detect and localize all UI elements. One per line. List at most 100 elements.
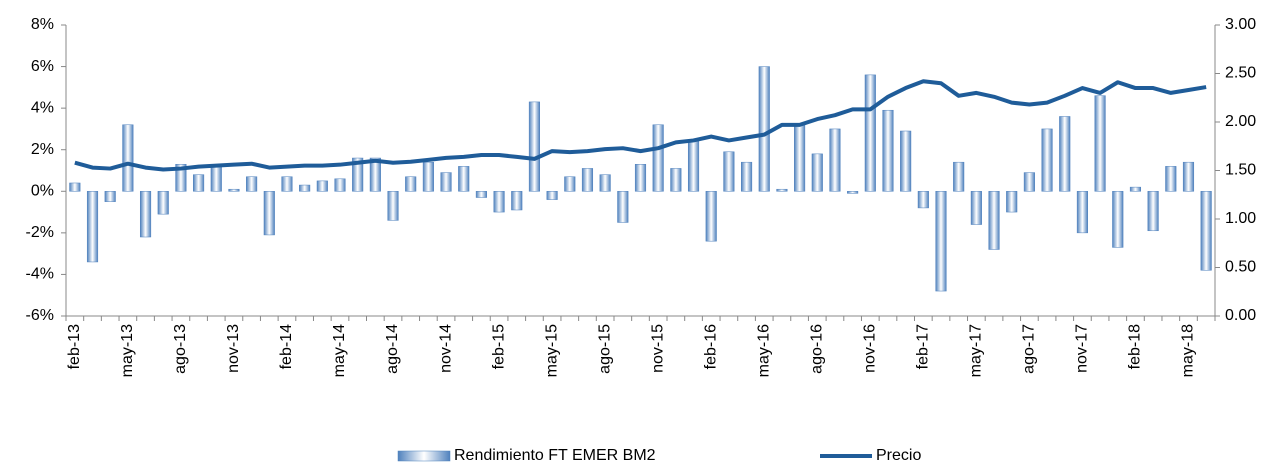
bar bbox=[935, 191, 947, 292]
bar bbox=[1147, 191, 1159, 232]
bar bbox=[139, 191, 152, 238]
bar bbox=[86, 191, 99, 263]
bar bbox=[1041, 128, 1053, 192]
bar bbox=[847, 191, 859, 194]
bar bbox=[741, 161, 753, 192]
bar bbox=[776, 188, 788, 192]
bar bbox=[811, 153, 823, 192]
x-tick-label: ago-17 bbox=[1021, 324, 1038, 374]
bar bbox=[882, 109, 894, 192]
x-tick-label: may-17 bbox=[968, 324, 985, 377]
x-tick-label: nov-17 bbox=[1074, 324, 1091, 373]
y-tick-label: -2% bbox=[26, 224, 54, 241]
bar bbox=[917, 191, 929, 209]
y-tick-label: -4% bbox=[26, 266, 54, 283]
bar bbox=[705, 191, 717, 242]
x-tick-label: nov-15 bbox=[649, 324, 666, 373]
bar bbox=[69, 182, 81, 192]
legend-swatch bbox=[397, 450, 451, 462]
y-tick-label: 0% bbox=[31, 183, 54, 200]
bar bbox=[246, 176, 258, 192]
bar bbox=[122, 124, 134, 192]
bar bbox=[528, 101, 540, 192]
x-tick-label: feb-18 bbox=[1127, 324, 1144, 369]
bar bbox=[687, 139, 700, 192]
bar bbox=[1006, 191, 1018, 213]
bar bbox=[405, 176, 417, 192]
bar bbox=[263, 191, 275, 236]
bar bbox=[299, 184, 311, 192]
x-tick-label: nov-16 bbox=[862, 324, 879, 373]
y2-tick-label: 1.50 bbox=[1225, 162, 1256, 179]
x-tick-label: ago-14 bbox=[384, 324, 401, 374]
x-tick-label: ago-16 bbox=[808, 324, 825, 374]
bar bbox=[440, 172, 452, 192]
x-tick-label: feb-13 bbox=[66, 324, 83, 369]
bar bbox=[988, 191, 1000, 250]
bar bbox=[1129, 186, 1142, 192]
bar bbox=[475, 191, 487, 198]
bar bbox=[210, 166, 222, 192]
bar bbox=[458, 166, 470, 192]
bar bbox=[829, 128, 841, 192]
bar bbox=[900, 130, 912, 192]
bar bbox=[352, 157, 364, 192]
price-line bbox=[74, 79, 1207, 172]
x-tick-label: ago-15 bbox=[596, 324, 613, 374]
y2-tick-label: 2.50 bbox=[1225, 65, 1256, 82]
y2-tick-label: 1.00 bbox=[1225, 210, 1256, 227]
x-tick-label: feb-17 bbox=[915, 324, 932, 369]
bar bbox=[670, 168, 682, 192]
x-tick-label: nov-13 bbox=[225, 324, 242, 373]
bar bbox=[511, 191, 523, 211]
bar bbox=[1076, 191, 1088, 234]
bar bbox=[316, 180, 328, 192]
bar bbox=[175, 164, 187, 192]
bar bbox=[493, 191, 505, 213]
x-tick-label: feb-14 bbox=[278, 324, 295, 369]
x-tick-label: may-13 bbox=[119, 324, 136, 377]
y2-tick-label: 0.50 bbox=[1225, 259, 1256, 276]
x-tick-label: feb-16 bbox=[702, 324, 719, 369]
bar bbox=[1094, 95, 1106, 192]
bar bbox=[1165, 166, 1177, 192]
bar bbox=[953, 161, 965, 192]
bar bbox=[864, 74, 876, 192]
y-tick-label: 6% bbox=[31, 58, 54, 75]
y2-tick-label: 0.00 bbox=[1225, 307, 1256, 324]
bar bbox=[228, 188, 240, 192]
x-tick-label: may-16 bbox=[755, 324, 772, 377]
bar bbox=[546, 191, 558, 200]
x-tick-label: may-14 bbox=[331, 324, 348, 377]
bar bbox=[970, 191, 982, 225]
y2-tick-label: 2.00 bbox=[1225, 113, 1256, 130]
bar bbox=[617, 191, 629, 223]
y2-tick-label: 3.00 bbox=[1225, 16, 1256, 33]
x-tick-label: nov-14 bbox=[437, 324, 454, 373]
y-tick-label: 8% bbox=[31, 16, 54, 33]
bar bbox=[1182, 161, 1195, 192]
bar bbox=[1059, 116, 1071, 192]
y-tick-label: -6% bbox=[26, 307, 54, 324]
x-tick-label: may-18 bbox=[1180, 324, 1197, 377]
bar bbox=[758, 66, 770, 192]
bar bbox=[193, 174, 205, 192]
x-tick-label: may-15 bbox=[543, 324, 560, 377]
bar bbox=[422, 161, 434, 192]
bar bbox=[334, 178, 346, 192]
bar bbox=[1112, 191, 1124, 248]
bar bbox=[104, 191, 116, 202]
bar bbox=[157, 191, 169, 215]
bar bbox=[387, 191, 399, 221]
bar bbox=[281, 176, 293, 192]
bar bbox=[369, 157, 381, 192]
bar bbox=[723, 151, 735, 192]
bar bbox=[794, 124, 806, 192]
bar bbox=[599, 174, 611, 192]
x-tick-label: ago-13 bbox=[172, 324, 189, 374]
bar bbox=[564, 176, 576, 192]
legend-label: Precio bbox=[876, 447, 921, 464]
x-tick-label: feb-15 bbox=[490, 324, 507, 369]
